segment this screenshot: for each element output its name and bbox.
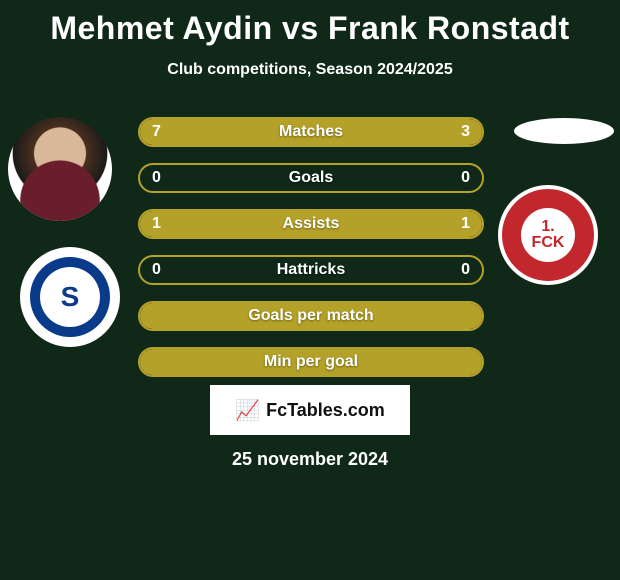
club-left-badge: [20, 247, 120, 347]
subtitle: Club competitions, Season 2024/2025: [0, 61, 620, 79]
stat-right-value: 0: [461, 169, 470, 187]
date-label: 25 november 2024: [0, 449, 620, 470]
stat-row: 0 0 Goals: [138, 163, 484, 193]
stat-row: 0 0 Hattricks: [138, 255, 484, 285]
page-title: Mehmet Aydin vs Frank Ronstadt: [0, 0, 620, 47]
stat-right-value: 0: [461, 261, 470, 279]
stat-right-value: 3: [461, 123, 470, 141]
stat-row: Min per goal: [138, 347, 484, 377]
club-right-abbr-bottom: FCK: [532, 234, 565, 251]
stat-row: Goals per match: [138, 301, 484, 331]
stat-left-value: 7: [152, 123, 161, 141]
schalke-icon: [30, 257, 110, 337]
stat-fill-left: [140, 119, 379, 145]
player-left-avatar: [8, 117, 112, 221]
player-right-avatar: [514, 118, 614, 144]
stat-label: Min per goal: [264, 353, 358, 371]
stat-left-value: 1: [152, 215, 161, 233]
stat-row: 7 3 Matches: [138, 117, 484, 147]
stat-label: Goals: [289, 169, 333, 187]
chart-icon: 📈: [235, 398, 260, 423]
stat-label: Matches: [279, 123, 343, 141]
comparison-panel: 1. FCK 7 3 Matches 0 0 Goals 1 1 Assists 0 0 Hattri…: [0, 117, 620, 377]
stat-left-value: 0: [152, 169, 161, 187]
brand-text: FcTables.com: [266, 400, 385, 421]
stat-label: Assists: [283, 215, 340, 233]
stat-label: Goals per match: [248, 307, 373, 325]
brand-badge: 📈 FcTables.com: [210, 385, 410, 435]
stat-label: Hattricks: [277, 261, 345, 279]
club-right-badge: 1. FCK: [498, 185, 598, 285]
stat-left-value: 0: [152, 261, 161, 279]
fck-icon: 1. FCK: [521, 208, 575, 262]
stat-row: 1 1 Assists: [138, 209, 484, 239]
club-right-abbr-top: 1.: [541, 218, 554, 235]
stat-right-value: 1: [461, 215, 470, 233]
stats-list: 7 3 Matches 0 0 Goals 1 1 Assists 0 0 Hattricks Goal…: [138, 117, 484, 377]
